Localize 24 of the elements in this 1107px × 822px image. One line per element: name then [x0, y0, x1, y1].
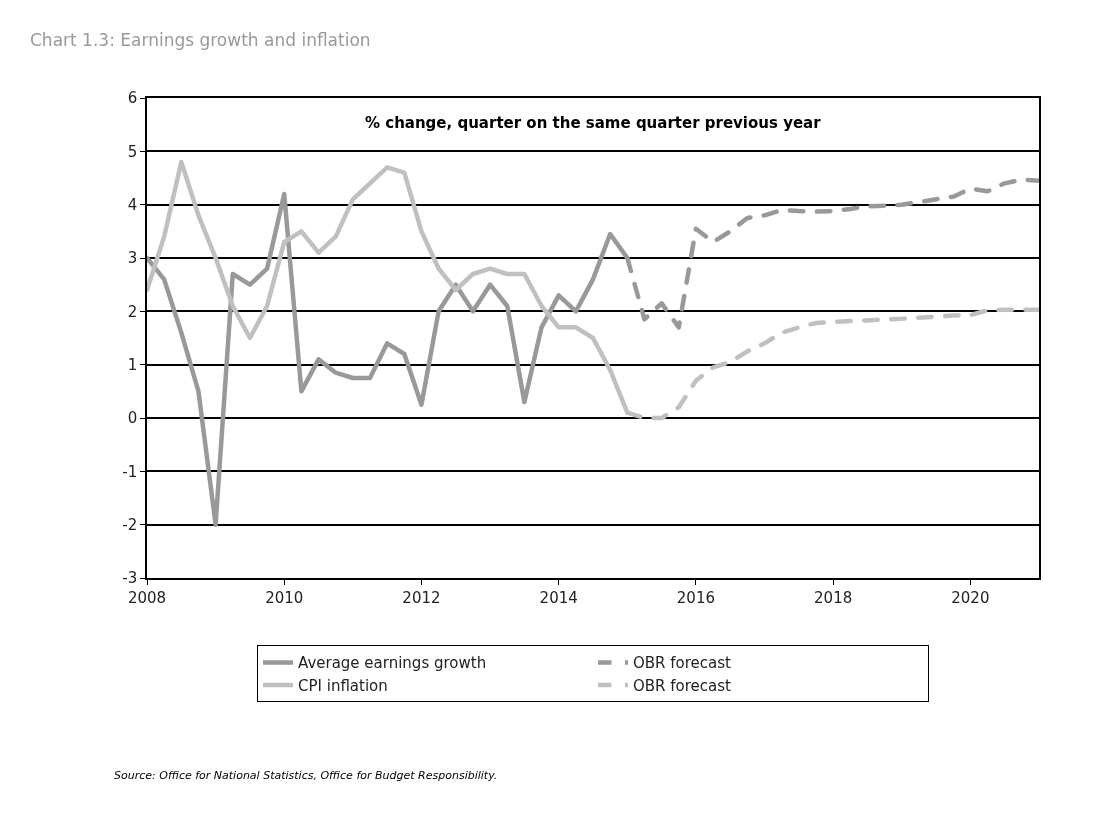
x-tick-label: 2016 [676, 588, 716, 607]
annotation: % change, quarter on the same quarter previous year [365, 114, 822, 132]
x-tick-label: 2012 [402, 588, 441, 607]
legend-label: CPI inflation [298, 676, 388, 695]
x-tick-label: 2020 [951, 588, 990, 607]
x-tick-label: 2018 [814, 588, 853, 607]
y-tick-label: 6 [127, 89, 138, 108]
y-tick-label: -2 [122, 515, 138, 534]
legend-label: Average earnings growth [298, 654, 487, 673]
y-tick-label: 2 [127, 302, 138, 321]
y-tick-label: 5 [127, 142, 138, 161]
y-tick-label: -1 [122, 462, 138, 481]
y-tick-label: -3 [122, 569, 138, 588]
y-tick-label: 1 [127, 355, 138, 374]
x-tick-label: 2010 [265, 588, 304, 607]
y-tick-label: 0 [127, 409, 138, 428]
x-tick-label: 2014 [539, 588, 578, 607]
source-note: Source: Office for National Statistics, Office for Budget Responsibility. [114, 769, 498, 782]
y-tick-label: 4 [127, 195, 138, 214]
y-tick-label: 3 [127, 249, 138, 268]
legend-label: OBR forecast [633, 654, 732, 673]
chart-title: Chart 1.3: Earnings growth and inflation [30, 29, 371, 50]
legend-label: OBR forecast [633, 676, 732, 695]
x-tick-label: 2008 [127, 588, 167, 607]
